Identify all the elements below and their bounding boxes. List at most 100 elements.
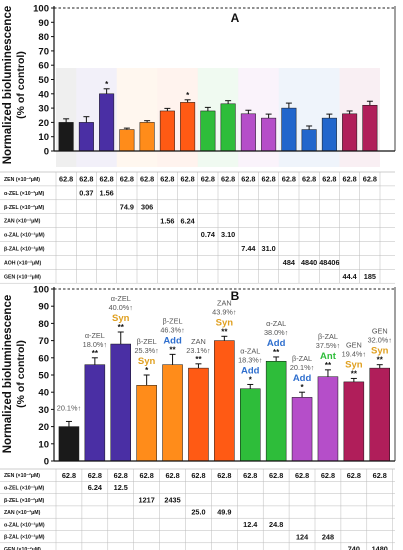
- panel-letter: B: [231, 289, 240, 303]
- y-tick-label: 30: [38, 405, 49, 416]
- table-row-label: GEN (×10⁻²μM): [4, 274, 41, 280]
- table-cell: 6.24: [88, 483, 103, 492]
- bar: [240, 388, 261, 462]
- bar: [110, 343, 131, 462]
- y-tick-label: 90: [38, 18, 49, 29]
- significance-marker: *: [105, 80, 109, 89]
- table-cell: 62.8: [100, 175, 114, 184]
- table-cell: 48406: [319, 258, 339, 267]
- table-cell: 4840: [301, 258, 317, 267]
- table-cell: 62.8: [221, 175, 235, 184]
- interaction-label: Add: [163, 335, 182, 346]
- table-cell: 62.8: [59, 175, 73, 184]
- percent-increase-label: 23.1%↑: [186, 346, 210, 355]
- table-row-label: α-ZAL (×10⁻²μM): [4, 522, 45, 528]
- table-row-label: ZEN (×10⁻²μM): [4, 177, 40, 183]
- significance-marker: **: [351, 369, 358, 378]
- y-tick-label: 10: [38, 439, 49, 450]
- significance-marker: **: [273, 348, 280, 357]
- table-cell: 484: [283, 258, 296, 267]
- y-tick-label: 50: [38, 75, 49, 86]
- table-cell: 62.8: [201, 175, 215, 184]
- table-cell: 1217: [139, 495, 155, 504]
- column-tint: [299, 68, 320, 167]
- table-cell: 25.0: [191, 508, 205, 517]
- bar: [301, 129, 317, 152]
- interaction-label: Add: [267, 338, 286, 349]
- table-cell: 62.8: [140, 471, 154, 480]
- percent-increase-label: 20.1%↑: [57, 403, 81, 412]
- table-cell: 62.8: [321, 471, 335, 480]
- table-row-label: β-ZAL (×10⁻²μM): [4, 535, 45, 541]
- table-cell: 124: [296, 532, 309, 541]
- significance-marker: *: [186, 91, 190, 100]
- table-cell: 62.8: [140, 175, 154, 184]
- y-tick-label: 100: [33, 285, 49, 296]
- significance-marker: **: [195, 355, 202, 364]
- table-cell: 185: [364, 272, 376, 281]
- table-cell: 62.8: [343, 175, 357, 184]
- bar: [136, 385, 157, 462]
- table-cell: 62.8: [160, 175, 174, 184]
- table-cell: 62.8: [363, 175, 377, 184]
- panel-letter: A: [231, 11, 240, 25]
- percent-increase-label: ZAN: [191, 337, 206, 346]
- table-cell: 2435: [164, 495, 180, 504]
- percent-increase-label: 25.3%↑: [134, 346, 158, 355]
- percent-increase-label: ZAN: [217, 298, 232, 307]
- significance-marker: *: [249, 375, 253, 384]
- y-tick-label: 90: [38, 302, 49, 313]
- bar: [369, 367, 390, 462]
- interaction-label: Add: [293, 373, 312, 384]
- percent-increase-label: 38.0%↑: [264, 328, 288, 337]
- percent-increase-label: α-ZAL: [266, 319, 286, 328]
- table-cell: 62.8: [62, 471, 76, 480]
- table-cell: 7.44: [241, 244, 256, 253]
- table-row-label: α-ZEL (×10⁻²μM): [4, 191, 45, 197]
- bar: [84, 364, 106, 462]
- table-cell: 0.74: [201, 230, 216, 239]
- bar: [240, 113, 256, 152]
- table-row-label: ZAN (×10⁻²μM): [4, 219, 41, 225]
- bar: [159, 110, 175, 152]
- percent-increase-label: GEN: [346, 340, 362, 349]
- table-row-label: ZEN (×10⁻²μM): [4, 473, 40, 479]
- percent-increase-label: 32.0%↑: [368, 336, 392, 345]
- table-cell: 12.4: [243, 520, 258, 529]
- table-cell: 1.56: [160, 216, 174, 225]
- percent-increase-label: β-ZAL: [292, 354, 312, 363]
- bar: [321, 117, 337, 152]
- table-cell: 44.4: [343, 272, 358, 281]
- table-cell: 31.0: [262, 244, 276, 253]
- significance-marker: **: [325, 361, 332, 370]
- significance-marker: **: [169, 345, 176, 354]
- y-tick-label: 20: [38, 422, 49, 433]
- bar: [200, 110, 216, 152]
- table-cell: 62.8: [347, 471, 361, 480]
- percent-increase-label: 37.5%↑: [316, 341, 340, 350]
- y-axis-title-a-line1: Normalized bioluminescence: [2, 6, 14, 165]
- table-cell: 62.8: [243, 471, 257, 480]
- table-row-label: AOH (×10⁻²μM): [4, 260, 41, 266]
- y-tick-label: 80: [38, 32, 49, 43]
- y-axis-title-a-line2: (% of control): [15, 51, 27, 119]
- table-cell: 49.9: [217, 508, 231, 517]
- bar: [58, 122, 74, 152]
- table-cell: 62.8: [241, 175, 255, 184]
- bar: [162, 364, 183, 462]
- y-tick-label: 50: [38, 371, 49, 382]
- percent-increase-label: 46.3%↑: [160, 325, 184, 334]
- table-row-label: GEN (×10⁻²μM): [4, 547, 41, 550]
- y-tick-label: 100: [33, 4, 49, 15]
- bar: [220, 103, 236, 152]
- bar: [99, 93, 115, 152]
- table-cell: 248: [322, 532, 334, 541]
- table-cell: 62.8: [114, 471, 128, 480]
- percent-increase-label: 18.3%↑: [238, 355, 262, 364]
- column-tint: [137, 68, 158, 167]
- bar: [343, 381, 365, 462]
- bar: [317, 376, 339, 462]
- table-cell: 62.8: [191, 471, 205, 480]
- y-tick-label: 60: [38, 353, 49, 364]
